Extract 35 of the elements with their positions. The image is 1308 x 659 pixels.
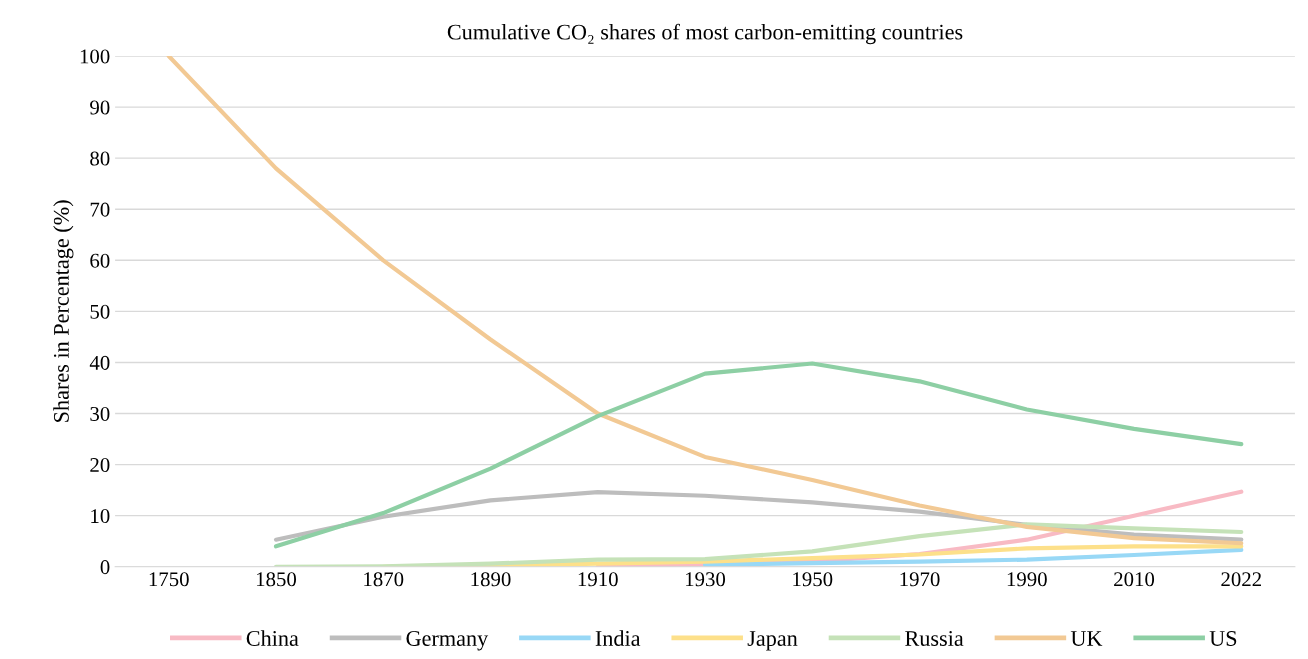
line-series (273, 522, 1244, 567)
x-tick-label: 1870 (364, 572, 404, 587)
line-series (702, 547, 1244, 567)
x-tick-label: 2022 (1221, 572, 1261, 587)
y-tick-label: 20 (90, 457, 110, 473)
line-series (166, 56, 1244, 546)
y-tick-label: 70 (90, 202, 110, 217)
x-tick-label: 1910 (578, 572, 618, 587)
legend-label: Germany (406, 630, 489, 651)
y-tick-label: 30 (90, 406, 110, 421)
legend-label: Japan (747, 631, 798, 651)
x-tick-label: 1750 (149, 572, 189, 587)
x-tick-label: 1950 (793, 572, 833, 587)
y-tick-label: 90 (90, 100, 110, 115)
x-tick-label: 1850 (256, 572, 297, 587)
legend-label: US (1209, 630, 1237, 646)
legend-label: India (595, 630, 641, 646)
y-tick-label: 100 (80, 49, 110, 64)
x-tick-label: 1890 (471, 572, 511, 587)
legend-label: UK (1070, 631, 1103, 646)
x-tick-label: 1930 (686, 572, 726, 587)
y-tick-label: 40 (89, 355, 110, 370)
y-tick-label: 50 (90, 304, 110, 319)
x-tick-label: 2010 (1114, 572, 1155, 587)
y-tick-label: 80 (90, 151, 110, 166)
y-tick-label: 60 (90, 253, 110, 268)
y-tick-label: 10 (91, 509, 110, 524)
x-tick-label: 1990 (1007, 572, 1047, 587)
legend-label: China (246, 630, 299, 646)
legend-label: Russia (905, 630, 964, 646)
y-axis-title: Shares in Percentage (%) (53, 200, 74, 422)
y-tick-label: 0 (100, 560, 110, 575)
line-series (273, 361, 1244, 549)
chart-title: Cumulative CO₂ shares of most carbon-emitting countries (447, 23, 963, 45)
x-tick-label: 1970 (900, 572, 940, 587)
